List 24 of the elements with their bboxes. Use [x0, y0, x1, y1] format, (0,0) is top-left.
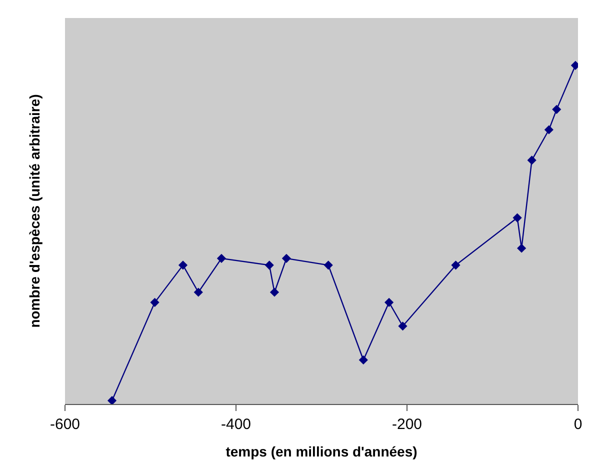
point	[216, 254, 226, 263]
point	[451, 260, 460, 270]
x-tick-label: -200	[392, 416, 422, 433]
point	[517, 244, 526, 253]
point	[150, 298, 160, 307]
point	[282, 254, 291, 263]
y-axis-title: nombre d'espèces (unité arbitraire)	[26, 94, 43, 328]
point	[358, 355, 368, 365]
point	[264, 260, 274, 270]
point	[270, 288, 280, 297]
point	[178, 260, 188, 270]
x-tick-label: 0	[574, 416, 582, 433]
point	[194, 288, 203, 297]
point	[324, 260, 333, 270]
x-tick-label: -600	[50, 416, 80, 433]
point	[527, 156, 536, 165]
point	[384, 298, 394, 307]
x-tick-label: -400	[220, 416, 252, 433]
point	[107, 396, 117, 404]
x-axis-title: temps (en millions d'années)	[226, 443, 418, 460]
point	[398, 322, 408, 331]
point	[544, 125, 554, 134]
point	[552, 104, 562, 114]
point	[512, 213, 522, 222]
